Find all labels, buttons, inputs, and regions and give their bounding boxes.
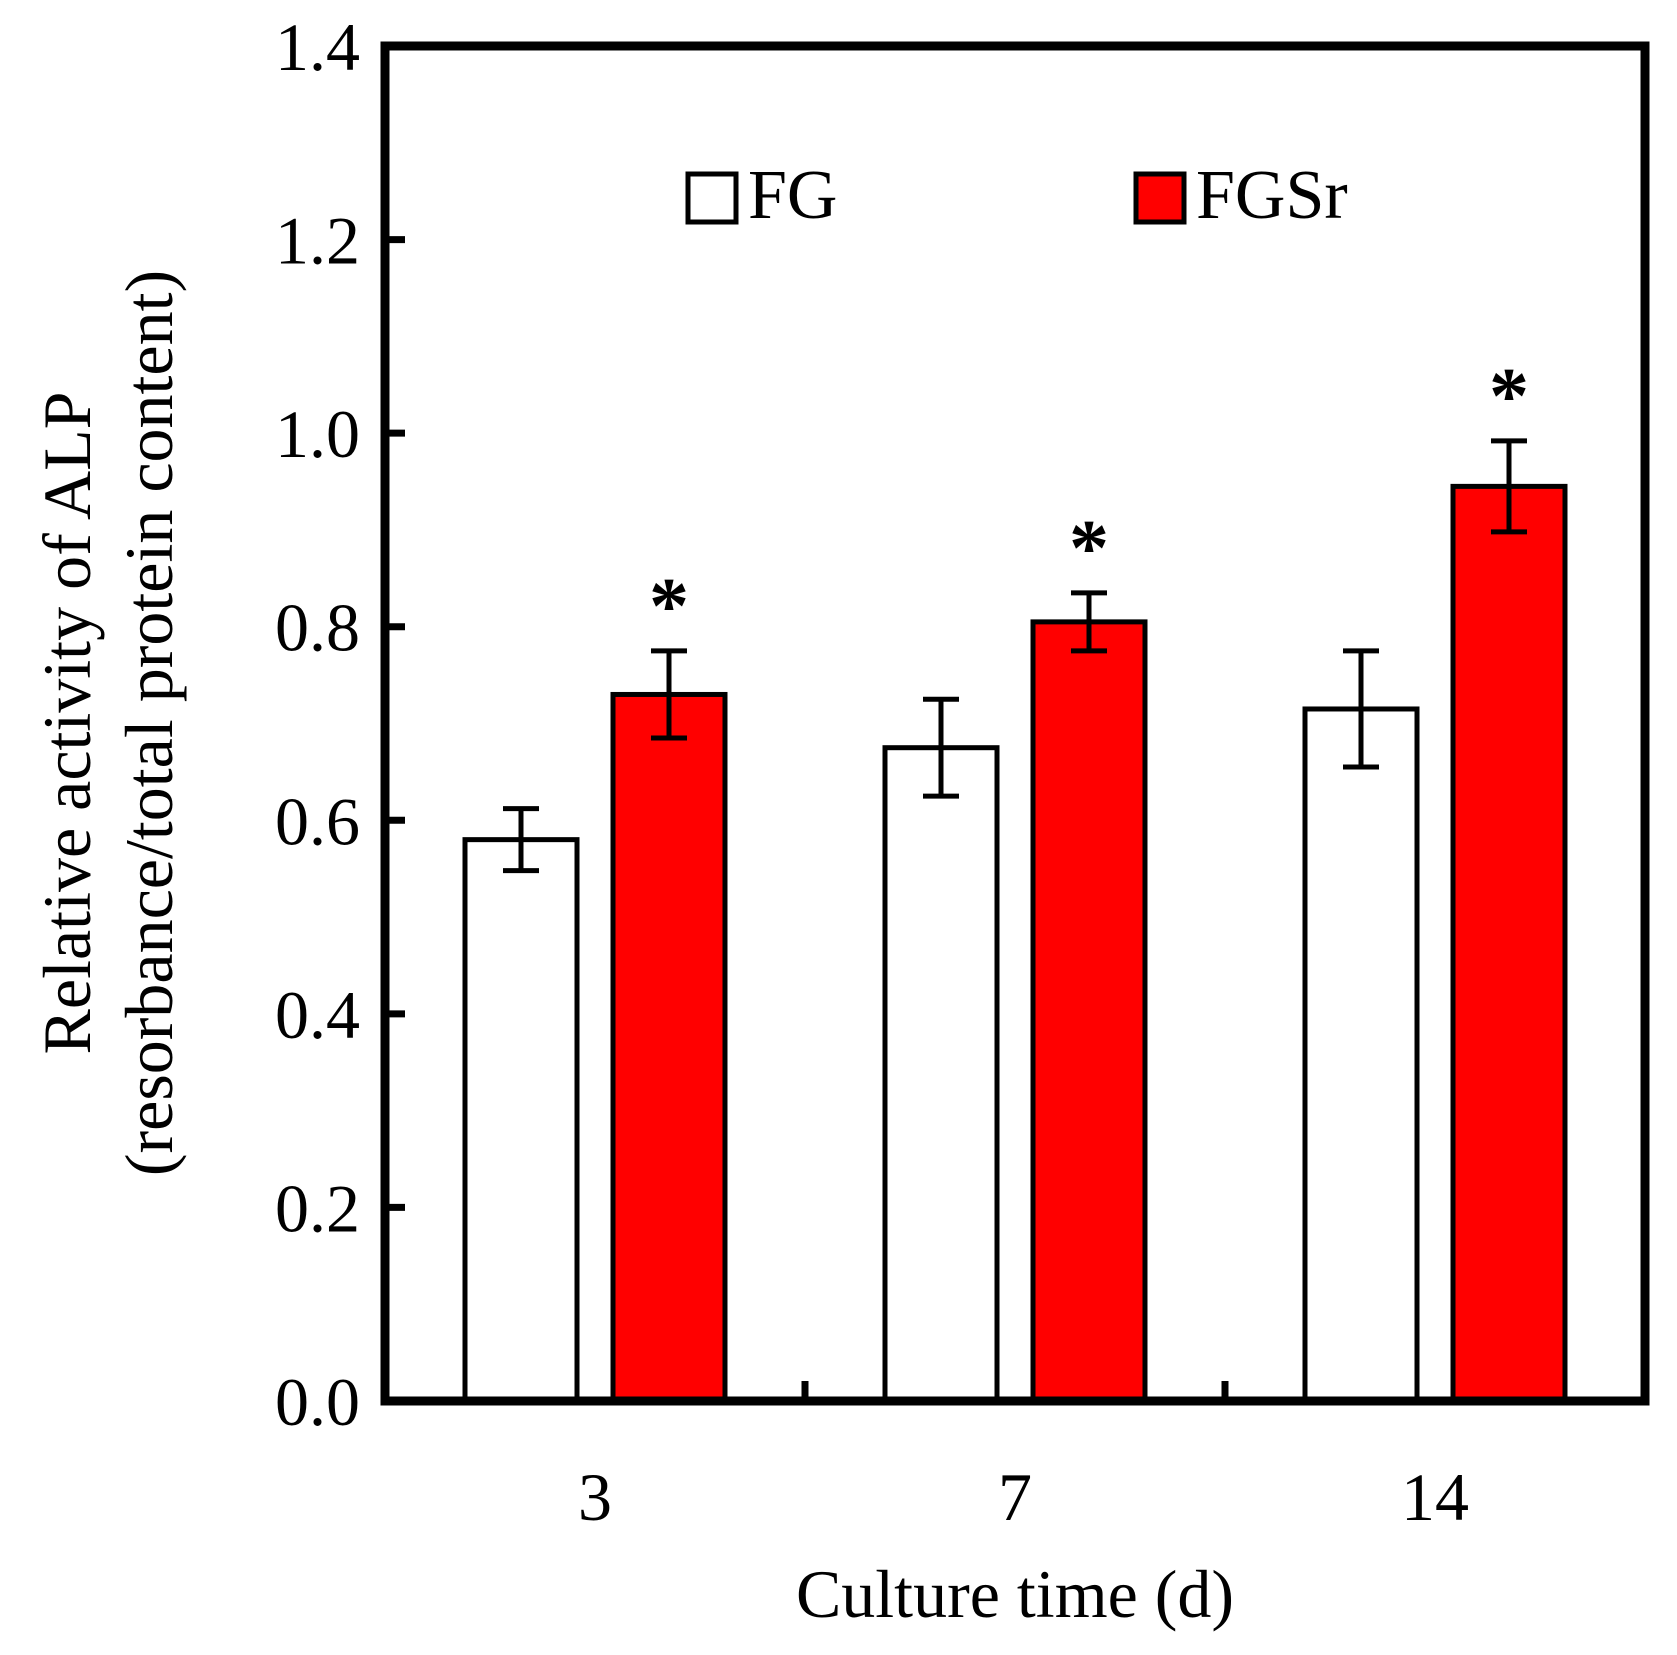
x-tick-label: 7 (998, 1459, 1032, 1535)
y-tick-label: 0.8 (275, 590, 360, 666)
legend: FG FGSr (685, 157, 1348, 234)
bar-fg (882, 745, 1000, 1404)
y-tick-label: 1.0 (275, 396, 360, 472)
plot-frame (380, 41, 1650, 1406)
y-tick-label: 1.4 (275, 9, 360, 85)
x-tick-label: 3 (578, 1459, 612, 1535)
y-tick-label: 0.2 (275, 1170, 360, 1246)
bars-layer: * * * (462, 353, 1568, 1404)
y-tick-label: 0.4 (275, 977, 360, 1053)
legend-swatch-fgsr (1133, 171, 1187, 225)
significance-star: * (1489, 353, 1529, 441)
y-tick-label: 0.6 (275, 783, 360, 859)
ticks-layer: 0.0 0.2 0.4 0.6 0.8 1.0 1.2 1.4 3 7 14 (275, 9, 1469, 1535)
bar-fgsr (1030, 619, 1148, 1404)
y-axis-title-line2: (resorbance/total protein content) (111, 270, 187, 1176)
legend-label-fg: FG (748, 157, 837, 234)
bar-fg (1302, 706, 1420, 1404)
bar-fg (462, 837, 580, 1404)
legend-label-fgsr: FGSr (1196, 157, 1348, 234)
significance-star: * (649, 563, 689, 651)
y-tick-label: 1.2 (275, 203, 360, 279)
bar-fgsr (610, 691, 728, 1404)
x-tick-label: 14 (1401, 1459, 1469, 1535)
legend-swatch-fg (685, 171, 739, 225)
bar-fgsr (1450, 483, 1568, 1404)
x-axis-title: Culture time (d) (796, 1556, 1234, 1632)
y-axis-title-line1: Relative activity of ALP (29, 392, 105, 1055)
axes-layer (380, 41, 1650, 1406)
y-tick-label: 0.0 (275, 1364, 360, 1440)
significance-star: * (1069, 505, 1109, 593)
